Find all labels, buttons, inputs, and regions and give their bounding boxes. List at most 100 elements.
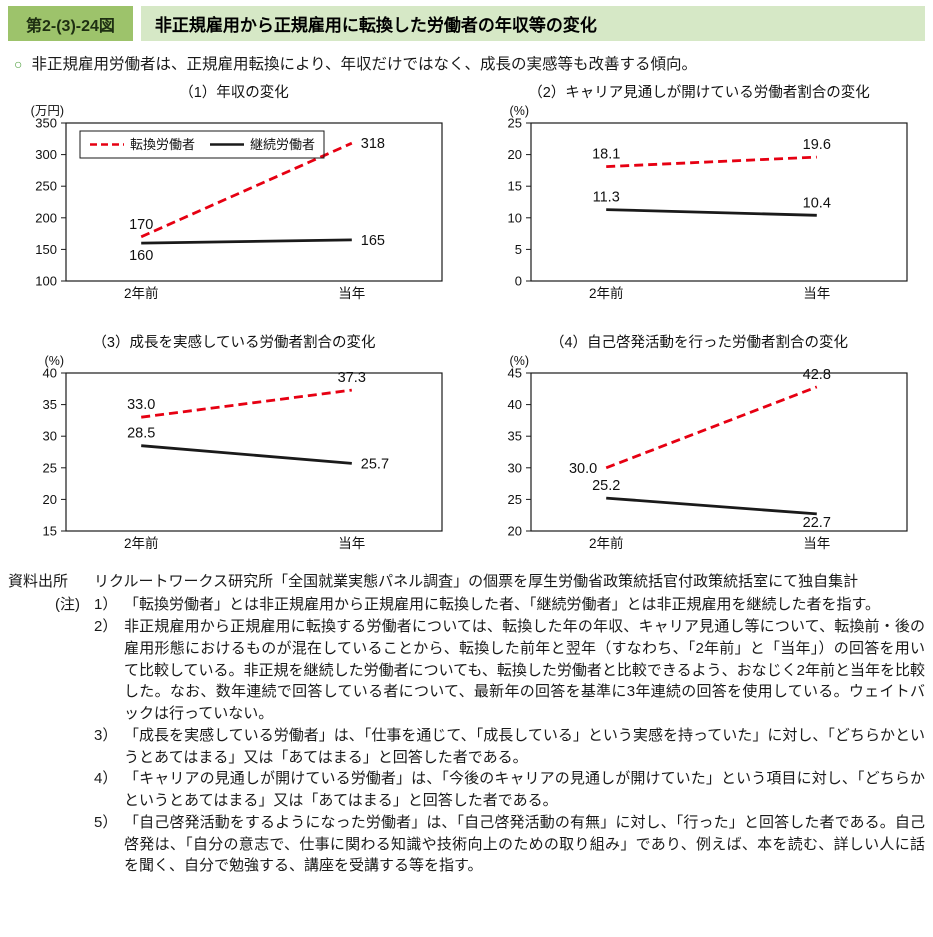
y-tick-label: 30 bbox=[508, 460, 522, 475]
chart-svg: (万円) 100 150 200 250 300 350 2年前 当年 170 318 160 165 転… bbox=[31, 104, 443, 301]
chart-canvas: (%) 20 25 30 35 40 45 2年前 当年 30.0 42.8 25.2 22.7 bbox=[473, 353, 925, 559]
figure-header: 第2-(3)-24図 非正規雇用から正規雇用に転換した労働者の年収等の変化 bbox=[8, 6, 925, 41]
plot-border bbox=[530, 372, 908, 532]
data-label: 10.4 bbox=[803, 195, 831, 211]
y-tick-label: 35 bbox=[508, 429, 522, 444]
y-tick-label: 40 bbox=[43, 366, 57, 381]
chart-svg: (%) 0 5 10 15 20 25 2年前 当年 18.1 19.6 11.3 10.4 bbox=[508, 104, 908, 301]
note-text: 「成長を実感している労働者」は、「仕事を通じて、「成長している」という実感を持っ… bbox=[124, 726, 925, 766]
chart-canvas: (万円) 100 150 200 250 300 350 2年前 当年 170 318 160 165 転… bbox=[8, 103, 460, 309]
source-text: リクルートワークス研究所「全国就業実態パネル調査」の個票を厚生労働省政策統括官付… bbox=[94, 573, 859, 590]
data-label: 33.0 bbox=[127, 397, 155, 413]
y-axis-unit: (%) bbox=[510, 104, 529, 118]
note-number: 1） bbox=[94, 596, 118, 614]
plot-border bbox=[65, 122, 443, 282]
data-label: 25.2 bbox=[592, 478, 620, 494]
y-tick-label: 30 bbox=[43, 429, 57, 444]
chart-svg: (%) 15 20 25 30 35 40 2年前 当年 33.0 37.3 28.5 25.7 bbox=[43, 354, 443, 551]
y-tick-label: 15 bbox=[508, 179, 522, 194]
series-line-1 bbox=[606, 496, 817, 516]
data-label: 37.3 bbox=[338, 370, 366, 386]
y-axis-unit: (%) bbox=[510, 354, 529, 368]
note-text: 「転換労働者」とは非正規雇用から正規雇用に転換した者、「継続労働者」とは非正規雇… bbox=[124, 596, 881, 614]
data-label: 22.7 bbox=[803, 515, 831, 531]
note-number: 4） bbox=[94, 770, 118, 788]
source-label: 資料出所 bbox=[8, 573, 69, 590]
y-tick-label: 5 bbox=[515, 242, 522, 257]
y-tick-label: 35 bbox=[43, 397, 57, 412]
data-label: 318 bbox=[361, 136, 385, 152]
chart-title: （2）キャリア見通しが開けている労働者割合の変化 bbox=[528, 85, 870, 101]
note-item-3: 3） 「成長を実感している労働者」は、「仕事を通じて、「成長している」という実感を… bbox=[94, 725, 925, 769]
x-category-label: 2年前 bbox=[124, 285, 159, 301]
y-tick-label: 0 bbox=[515, 274, 522, 289]
legend-label-converted: 転換労働者 bbox=[130, 137, 195, 152]
series-line-0 bbox=[141, 388, 352, 419]
note-item-1: 1） 「転換労働者」とは非正規雇用から正規雇用に転換した者、「継続労働者」とは非正… bbox=[94, 594, 925, 616]
x-category-label: 2年前 bbox=[124, 535, 159, 551]
note-text: 「キャリアの見通しが開けている労働者」は、「今後のキャリアの見通しが開けていた」… bbox=[124, 770, 925, 810]
data-label: 11.3 bbox=[593, 190, 620, 206]
data-label: 42.8 bbox=[803, 367, 831, 383]
figure-title: 非正規雇用から正規雇用に転換した労働者の年収等の変化 bbox=[140, 6, 925, 41]
note-text: 「自己啓発活動をするようになった労働者」は、「自己啓発活動の有無」に対し、「行っ… bbox=[124, 813, 925, 875]
y-tick-label: 25 bbox=[508, 492, 522, 507]
y-tick-label: 300 bbox=[35, 147, 57, 162]
data-label: 165 bbox=[361, 233, 385, 249]
lead-sentence: ○ 非正規雇用労働者は、正規雇用転換により、年収だけではなく、成長の実感等も改善… bbox=[14, 52, 919, 74]
data-label: 30.0 bbox=[569, 461, 597, 477]
y-tick-label: 250 bbox=[35, 179, 57, 194]
y-tick-label: 20 bbox=[43, 492, 57, 507]
note-number: 2） bbox=[94, 618, 118, 636]
data-label: 25.7 bbox=[361, 456, 389, 472]
source-row: 資料出所 リクルートワークス研究所「全国就業実態パネル調査」の個票を厚生労働省政… bbox=[8, 571, 925, 592]
chart-panel-career-outlook: （2）キャリア見通しが開けている労働者割合の変化 (%) 0 5 10 15 20 25 2年… bbox=[473, 81, 925, 309]
y-tick-label: 200 bbox=[35, 210, 57, 225]
circle-bullet-icon: ○ bbox=[14, 56, 23, 72]
series-line-0 bbox=[606, 155, 817, 168]
series-line-1 bbox=[141, 238, 352, 245]
note-number: 3） bbox=[94, 726, 118, 744]
x-category-label: 2年前 bbox=[589, 285, 624, 301]
series-line-1 bbox=[606, 208, 817, 217]
y-tick-label: 15 bbox=[43, 524, 57, 539]
legend-label-continued: 継続労働者 bbox=[250, 137, 315, 152]
data-label: 160 bbox=[129, 248, 153, 264]
notes-section: (注) 1） 「転換労働者」とは非正規雇用から正規雇用に転換した者、「継続労働者」… bbox=[8, 594, 925, 877]
y-tick-label: 20 bbox=[508, 524, 522, 539]
y-tick-label: 10 bbox=[508, 210, 522, 225]
series-line-1 bbox=[141, 444, 352, 465]
chart-panel-self-development: （4）自己啓発活動を行った労働者割合の変化 (%) 20 25 30 35 40 45 2年前… bbox=[473, 331, 925, 559]
chart-title: （4）自己啓発活動を行った労働者割合の変化 bbox=[549, 335, 849, 351]
note-item-5: 5） 「自己啓発活動をするようになった労働者」は、「自己啓発活動の有無」に対し、「… bbox=[94, 812, 925, 877]
data-label: 19.6 bbox=[803, 137, 831, 153]
y-tick-label: 45 bbox=[508, 366, 522, 381]
legend-box bbox=[79, 130, 325, 159]
notes-list: 1） 「転換労働者」とは非正規雇用から正規雇用に転換した者、「継続労働者」とは非正… bbox=[94, 594, 925, 877]
y-tick-label: 25 bbox=[43, 460, 57, 475]
chart-canvas: (%) 15 20 25 30 35 40 2年前 当年 33.0 37.3 28.5 25.7 bbox=[8, 353, 460, 559]
chart-title: （1）年収の変化 bbox=[179, 85, 289, 101]
chart-panel-growth-feeling: （3）成長を実感している労働者割合の変化 (%) 15 20 25 30 35 40 2年前 当… bbox=[8, 331, 460, 559]
y-tick-label: 25 bbox=[508, 116, 522, 131]
chart-svg: (%) 20 25 30 35 40 45 2年前 当年 30.0 42.8 25.2 22.7 bbox=[508, 354, 908, 551]
x-category-label: 当年 bbox=[803, 286, 830, 301]
y-tick-label: 350 bbox=[35, 116, 57, 131]
chart-panel-annual-income: （1）年収の変化 (万円) 100 150 200 250 300 350 2年前 当年 170 3… bbox=[8, 81, 460, 309]
plot-border bbox=[65, 372, 443, 532]
x-category-label: 当年 bbox=[803, 536, 830, 551]
x-category-label: 当年 bbox=[338, 286, 365, 301]
note-number: 5） bbox=[94, 813, 118, 831]
y-axis-unit: (%) bbox=[45, 354, 64, 368]
chart-canvas: (%) 0 5 10 15 20 25 2年前 当年 18.1 19.6 11.3 10.4 bbox=[473, 103, 925, 309]
data-label: 170 bbox=[129, 217, 153, 233]
note-item-2: 2） 非正規雇用から正規雇用に転換する労働者については、転換した年の年収、キャリア… bbox=[94, 616, 925, 725]
x-category-label: 当年 bbox=[338, 536, 365, 551]
lead-text: 非正規雇用労働者は、正規雇用転換により、年収だけではなく、成長の実感等も改善する… bbox=[31, 56, 698, 73]
figure-number-label: 第2-(3)-24図 bbox=[8, 6, 133, 41]
chart-title: （3）成長を実感している労働者割合の変化 bbox=[92, 335, 376, 351]
charts-grid: （1）年収の変化 (万円) 100 150 200 250 300 350 2年前 当年 170 3… bbox=[8, 81, 925, 559]
data-label: 28.5 bbox=[127, 426, 155, 442]
note-item-4: 4） 「キャリアの見通しが開けている労働者」は、「今後のキャリアの見通しが開けてい… bbox=[94, 768, 925, 812]
